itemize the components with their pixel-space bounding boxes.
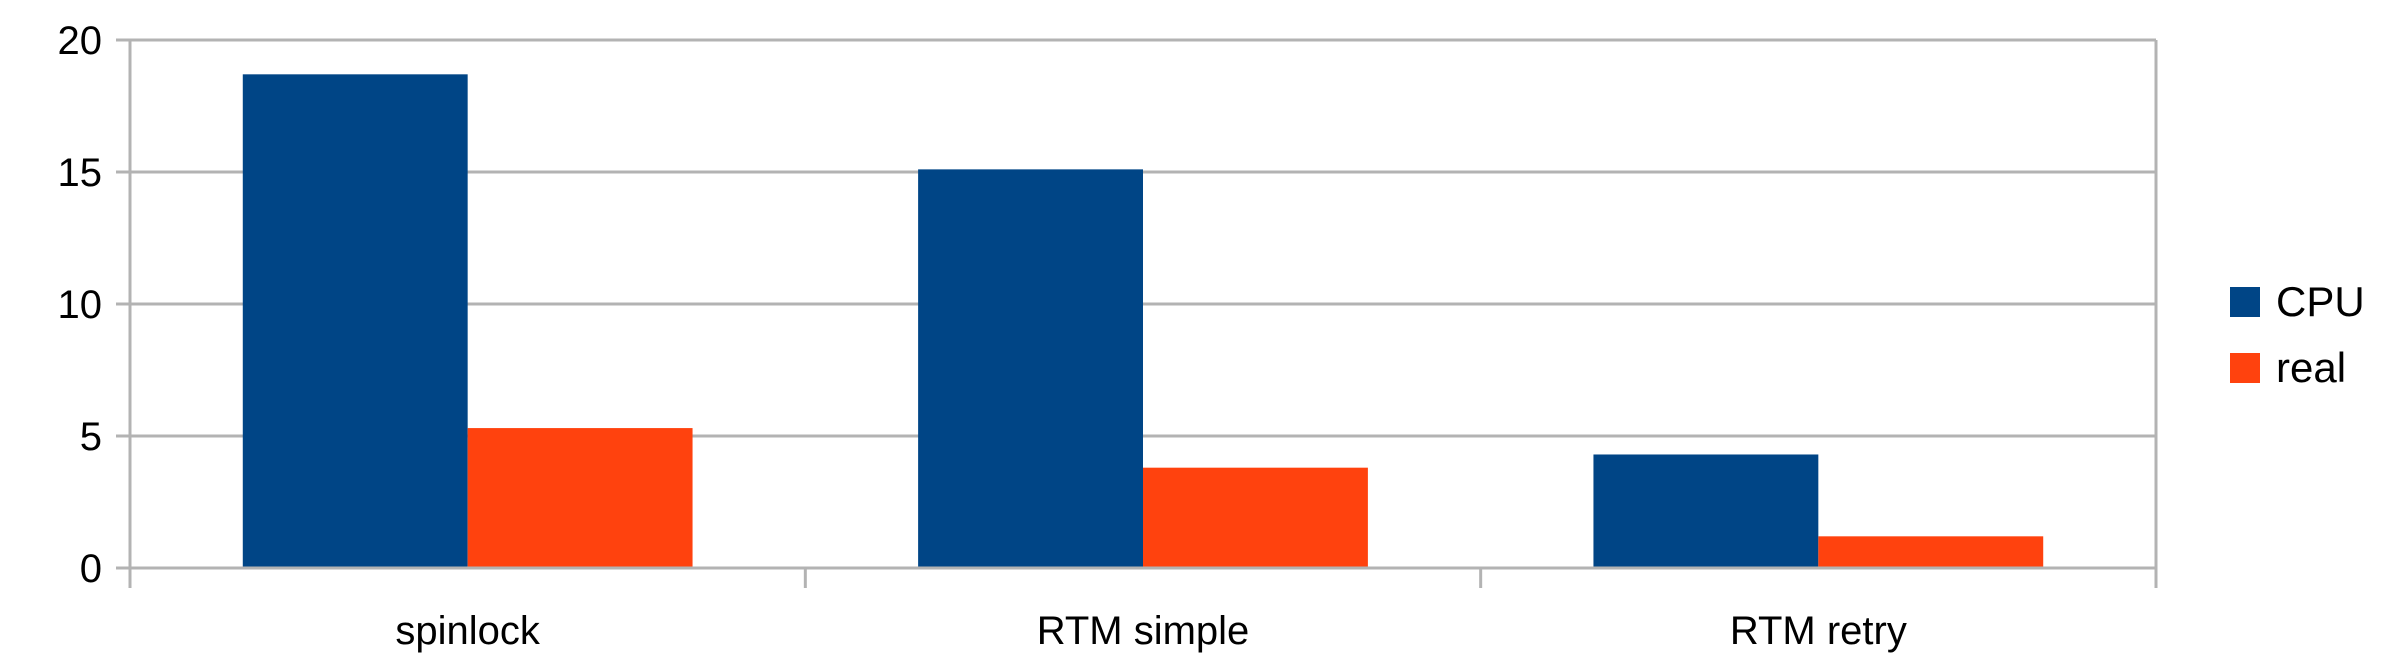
- bars: [242, 74, 2044, 569]
- y-tick-label: 20: [58, 19, 103, 63]
- x-category-label: RTM simple: [1037, 609, 1250, 653]
- bar-cpu-rtm-simple: [918, 169, 1143, 569]
- x-category-label: RTM retry: [1730, 609, 1907, 653]
- x-tick-marks: [128, 568, 2158, 588]
- y-tick-labels: 0 5 10 15 20: [58, 19, 130, 591]
- y-tick-label: 15: [58, 151, 103, 195]
- x-category-label: spinlock: [395, 609, 541, 653]
- bar-real-spinlock: [467, 428, 693, 568]
- legend: CPU real: [2230, 278, 2365, 391]
- bar-real-rtm-retry: [1818, 536, 2044, 568]
- x-category-labels: spinlock RTM simple RTM retry: [395, 609, 1906, 653]
- y-tick-label: 5: [80, 415, 102, 459]
- legend-label-real: real: [2276, 344, 2346, 391]
- y-tick-label: 10: [58, 283, 103, 327]
- bar-cpu-rtm-retry: [1593, 454, 1819, 568]
- legend-swatch-cpu: [2230, 287, 2260, 317]
- legend-label-cpu: CPU: [2276, 278, 2365, 325]
- bar-real-rtm-simple: [1143, 467, 1368, 568]
- y-tick-label: 0: [80, 547, 102, 591]
- legend-swatch-real: [2230, 353, 2260, 383]
- bar-cpu-spinlock: [242, 74, 468, 568]
